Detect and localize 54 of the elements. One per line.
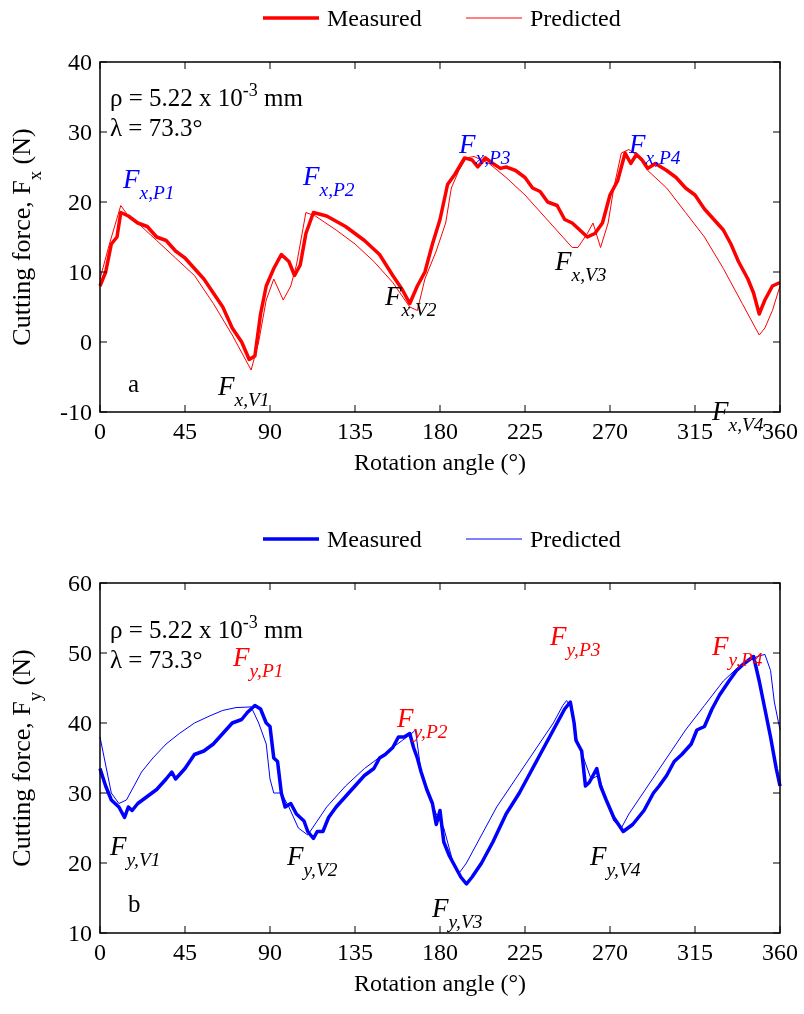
x-axis-title: Rotation angle (°) bbox=[353, 449, 527, 475]
x-tick-label: 270 bbox=[592, 939, 628, 965]
x-tick-label: 225 bbox=[507, 418, 543, 444]
x-tick-label: 225 bbox=[507, 939, 543, 965]
y-tick-label: -10 bbox=[60, 399, 92, 425]
annotation: F$_{y,V1}$ bbox=[109, 831, 161, 870]
x-tick-label: 135 bbox=[337, 418, 373, 444]
y-tick-label: 60 bbox=[68, 570, 92, 596]
annotation: ρ = 5.22 x 10$^{-3}$ mm bbox=[110, 612, 304, 643]
legend-label: Measured bbox=[327, 526, 422, 552]
legend-label: Measured bbox=[327, 5, 422, 31]
x-tick-label: 270 bbox=[592, 418, 628, 444]
annotation: F$_{x,P2}$ bbox=[302, 161, 355, 200]
annotation: λ = 73.3° bbox=[110, 114, 203, 141]
x-tick-label: 90 bbox=[258, 418, 282, 444]
annotation: F$_{x,P1}$ bbox=[122, 164, 175, 203]
annotation: F$_{y,V2}$ bbox=[286, 841, 338, 880]
y-tick-label: 10 bbox=[68, 920, 92, 946]
x-tick-label: 180 bbox=[422, 939, 458, 965]
y-tick-label: 10 bbox=[68, 259, 92, 285]
annotation: λ = 73.3° bbox=[110, 646, 203, 673]
y-tick-label: 30 bbox=[68, 780, 92, 806]
y-tick-label: 50 bbox=[68, 640, 92, 666]
annotation: b bbox=[128, 890, 141, 917]
legend-label: Predicted bbox=[530, 5, 621, 31]
x-tick-label: 90 bbox=[258, 939, 282, 965]
x-axis-title: Rotation angle (°) bbox=[353, 970, 527, 996]
annotation: ρ = 5.22 x 10$^{-3}$ mm bbox=[110, 80, 304, 111]
x-tick-label: 315 bbox=[677, 939, 713, 965]
y-tick-label: 40 bbox=[68, 49, 92, 75]
x-tick-label: 135 bbox=[337, 939, 373, 965]
y-tick-label: 0 bbox=[80, 329, 92, 355]
y-tick-label: 40 bbox=[68, 710, 92, 736]
annotation: F$_{x,V3}$ bbox=[554, 246, 607, 285]
annotation: F$_{y,P1}$ bbox=[232, 642, 284, 681]
annotation: F$_{y,P2}$ bbox=[396, 703, 448, 742]
annotation: F$_{x,V1}$ bbox=[217, 371, 270, 410]
x-tick-label: 360 bbox=[762, 939, 798, 965]
annotation: F$_{y,P3}$ bbox=[549, 621, 601, 660]
annotation: F$_{x,V2}$ bbox=[384, 281, 437, 320]
annotation: F$_{x,P3}$ bbox=[458, 129, 511, 168]
x-tick-label: 45 bbox=[173, 939, 197, 965]
y-tick-label: 20 bbox=[68, 189, 92, 215]
x-tick-label: 315 bbox=[677, 418, 713, 444]
x-tick-label: 180 bbox=[422, 418, 458, 444]
legend-label: Predicted bbox=[530, 526, 621, 552]
y-tick-label: 30 bbox=[68, 119, 92, 145]
x-tick-label: 360 bbox=[762, 418, 798, 444]
annotation: a bbox=[128, 370, 140, 397]
x-tick-label: 45 bbox=[173, 418, 197, 444]
annotation: F$_{y,V3}$ bbox=[431, 893, 483, 932]
annotation: F$_{x,P4}$ bbox=[628, 129, 681, 168]
annotation: F$_{y,V4}$ bbox=[589, 841, 641, 880]
y-tick-label: 20 bbox=[68, 850, 92, 876]
